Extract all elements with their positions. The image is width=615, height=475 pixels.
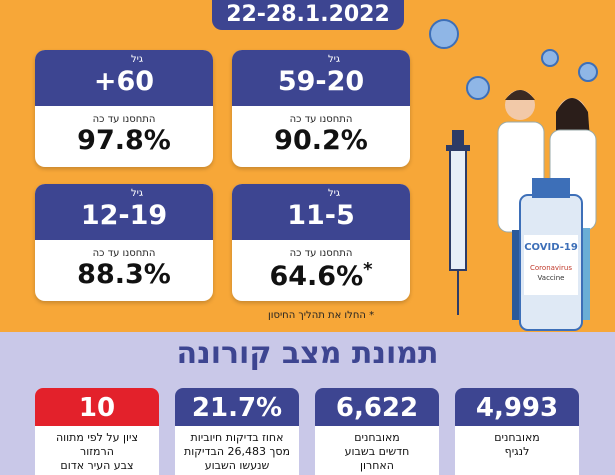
status-value: 10 — [35, 388, 159, 426]
vial-text: Vaccine — [538, 274, 565, 282]
age-card: גיל 11-5 התחסנו עד כה 64.6%* — [232, 184, 410, 301]
status-value: 4,993 — [455, 388, 579, 426]
percent: 64.6% — [269, 261, 364, 292]
status-line: מאובחנים — [354, 431, 400, 444]
date-banner: 22-28.1.2022 — [212, 0, 404, 30]
footnote-mark: * — [363, 259, 373, 280]
age-range: +60 — [93, 66, 155, 97]
age-label: גיל — [130, 54, 143, 65]
illustration: COVID-19 Coronavirus Vaccine — [429, 19, 598, 331]
age-card: גיל 59-20 התחסנו עד כה 90.2% — [232, 50, 410, 167]
age-card: גיל +60 התחסנו עד כה 97.8% — [35, 50, 213, 167]
percent-row: 64.6%* — [232, 259, 410, 292]
age-card: גיל 12-19 התחסנו עד כה 88.3% — [35, 184, 213, 301]
age-label: גיל — [130, 188, 143, 199]
status-line: חדשים בשבוע — [344, 445, 410, 458]
age-label: גיל — [327, 188, 340, 199]
age-label: גיל — [327, 54, 340, 65]
status-line: צבע העיר אדום — [60, 459, 134, 472]
status-title: תמונת מצב קורונה — [176, 336, 439, 371]
status-line: ציון על לפי מתווה — [55, 431, 139, 444]
status-card: 6,622 מאובחנים חדשים בשבוע האחרון — [315, 388, 439, 475]
status-value: 6,622 — [315, 388, 439, 426]
status-card: 21.7% אחוז בדיקות חיוביות מסך 26,483 הבדי… — [175, 388, 299, 475]
status-line: הרמזור — [80, 445, 114, 458]
percent: 88.3% — [77, 259, 171, 290]
age-range: 11-5 — [287, 200, 355, 231]
vial-title: COVID-19 — [524, 242, 578, 253]
vaccinated-label: התחסנו עד כה — [289, 114, 353, 125]
status-value: 21.7% — [175, 388, 299, 426]
status-card: 4,993 מאובחנים לנגיף — [455, 388, 579, 475]
status-line: מאובחנים — [494, 431, 540, 444]
vaccinated-label: התחסנו עד כה — [289, 248, 353, 259]
age-range: 12-19 — [80, 200, 168, 231]
vaccinated-label: התחסנו עד כה — [92, 248, 156, 259]
vaccinated-label: התחסנו עד כה — [92, 114, 156, 125]
status-card: 10 ציון על לפי מתווה הרמזור צבע העיר אדום — [35, 388, 159, 475]
age-range: 59-20 — [277, 66, 365, 97]
status-line: האחרון — [360, 459, 394, 472]
status-line: מסך 26,483 הבדיקות — [183, 445, 291, 458]
status-line: אחוז בדיקות חיוביות — [190, 431, 284, 444]
status-line: שנעשו השבוע — [204, 459, 270, 472]
status-line: לנגיף — [504, 445, 530, 458]
vial-text: Coronavirus — [530, 264, 572, 272]
percent: 90.2% — [274, 125, 368, 156]
footnote: * החלו את תהליך החיסון — [268, 310, 375, 321]
percent: 97.8% — [77, 125, 171, 156]
